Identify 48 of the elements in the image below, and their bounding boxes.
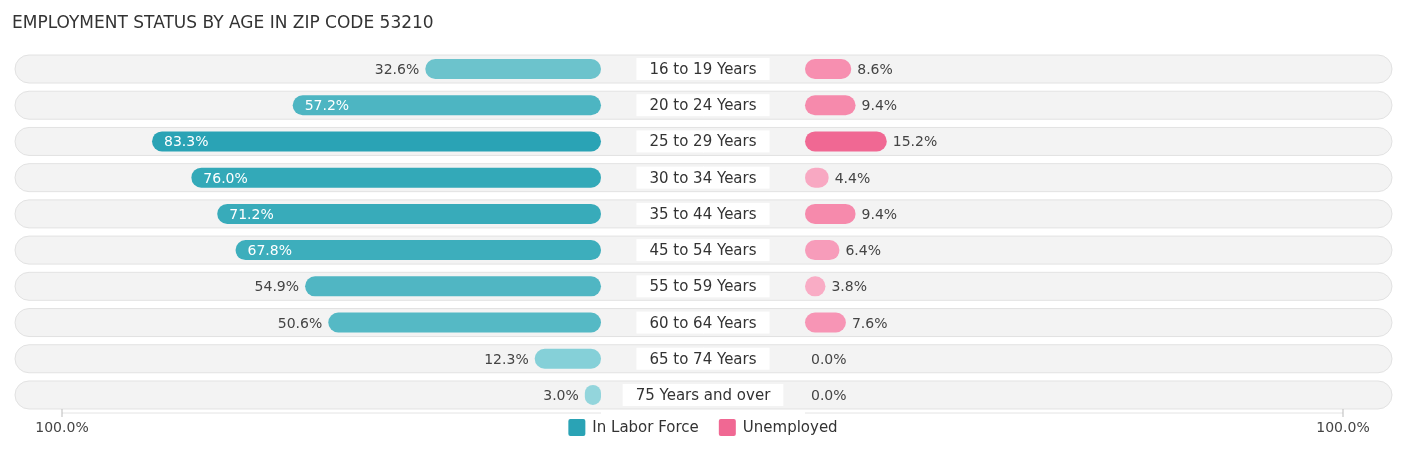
bar: [328, 312, 601, 333]
text: 6.4%: [845, 242, 882, 259]
text: 15.2%: [892, 133, 938, 150]
y-tick-label: 20 to 24 Years: [649, 96, 757, 115]
text: 32.6%: [374, 61, 420, 77]
y-tick-label: 35 to 44 Years: [649, 204, 757, 223]
bar: [425, 59, 601, 79]
text: 0.0%: [811, 386, 847, 403]
text: 3.8%: [831, 278, 868, 295]
y-tick-label: 25 to 29 Years: [649, 132, 757, 151]
chart-title: EMPLOYMENT STATUS BY AGE IN ZIP CODE 53210: [12, 12, 434, 32]
text: 50.6%: [277, 314, 323, 331]
text: 12.3%: [484, 350, 529, 367]
y-tick-label: 45 to 54 Years: [649, 241, 757, 260]
y-tick-label: 55 to 59 Years: [649, 277, 757, 296]
y-tick-label: 65 to 74 Years: [649, 349, 757, 368]
text: 4.4%: [834, 169, 871, 186]
y-tick-label: 30 to 34 Years: [649, 168, 757, 187]
text: 7.6%: [851, 314, 888, 331]
text: 57.2%: [304, 97, 350, 114]
text: 9.4%: [861, 97, 898, 114]
bar: [217, 203, 601, 224]
bar: [191, 167, 601, 188]
bar: [152, 131, 601, 152]
y-tick-label: 60 to 64 Years: [649, 313, 757, 332]
text: 3.0%: [543, 386, 579, 403]
legend-label: In Labor Force: [592, 418, 699, 436]
y-tick-label: 16 to 19 Years: [649, 60, 757, 78]
legend-label: Unemployed: [742, 418, 838, 436]
bar: [805, 59, 852, 79]
bar: [805, 203, 856, 224]
x-tick-label: 100.0%: [1316, 419, 1370, 435]
text: 71.2%: [229, 205, 274, 222]
bar: [534, 348, 601, 369]
text: 54.9%: [254, 278, 300, 295]
text: 9.4%: [861, 205, 898, 222]
text: 67.8%: [247, 242, 293, 259]
y-tick-label: 75 Years and over: [635, 385, 772, 404]
text: 76.0%: [203, 169, 248, 186]
text: 83.3%: [164, 133, 209, 150]
text: 0.0%: [811, 350, 847, 367]
text: 8.6%: [857, 61, 893, 77]
bar: [305, 276, 601, 297]
bar: [805, 131, 887, 152]
x-tick-label: 100.0%: [35, 419, 89, 435]
bar: [235, 240, 601, 261]
bar: [805, 95, 856, 116]
bar: [292, 95, 601, 116]
